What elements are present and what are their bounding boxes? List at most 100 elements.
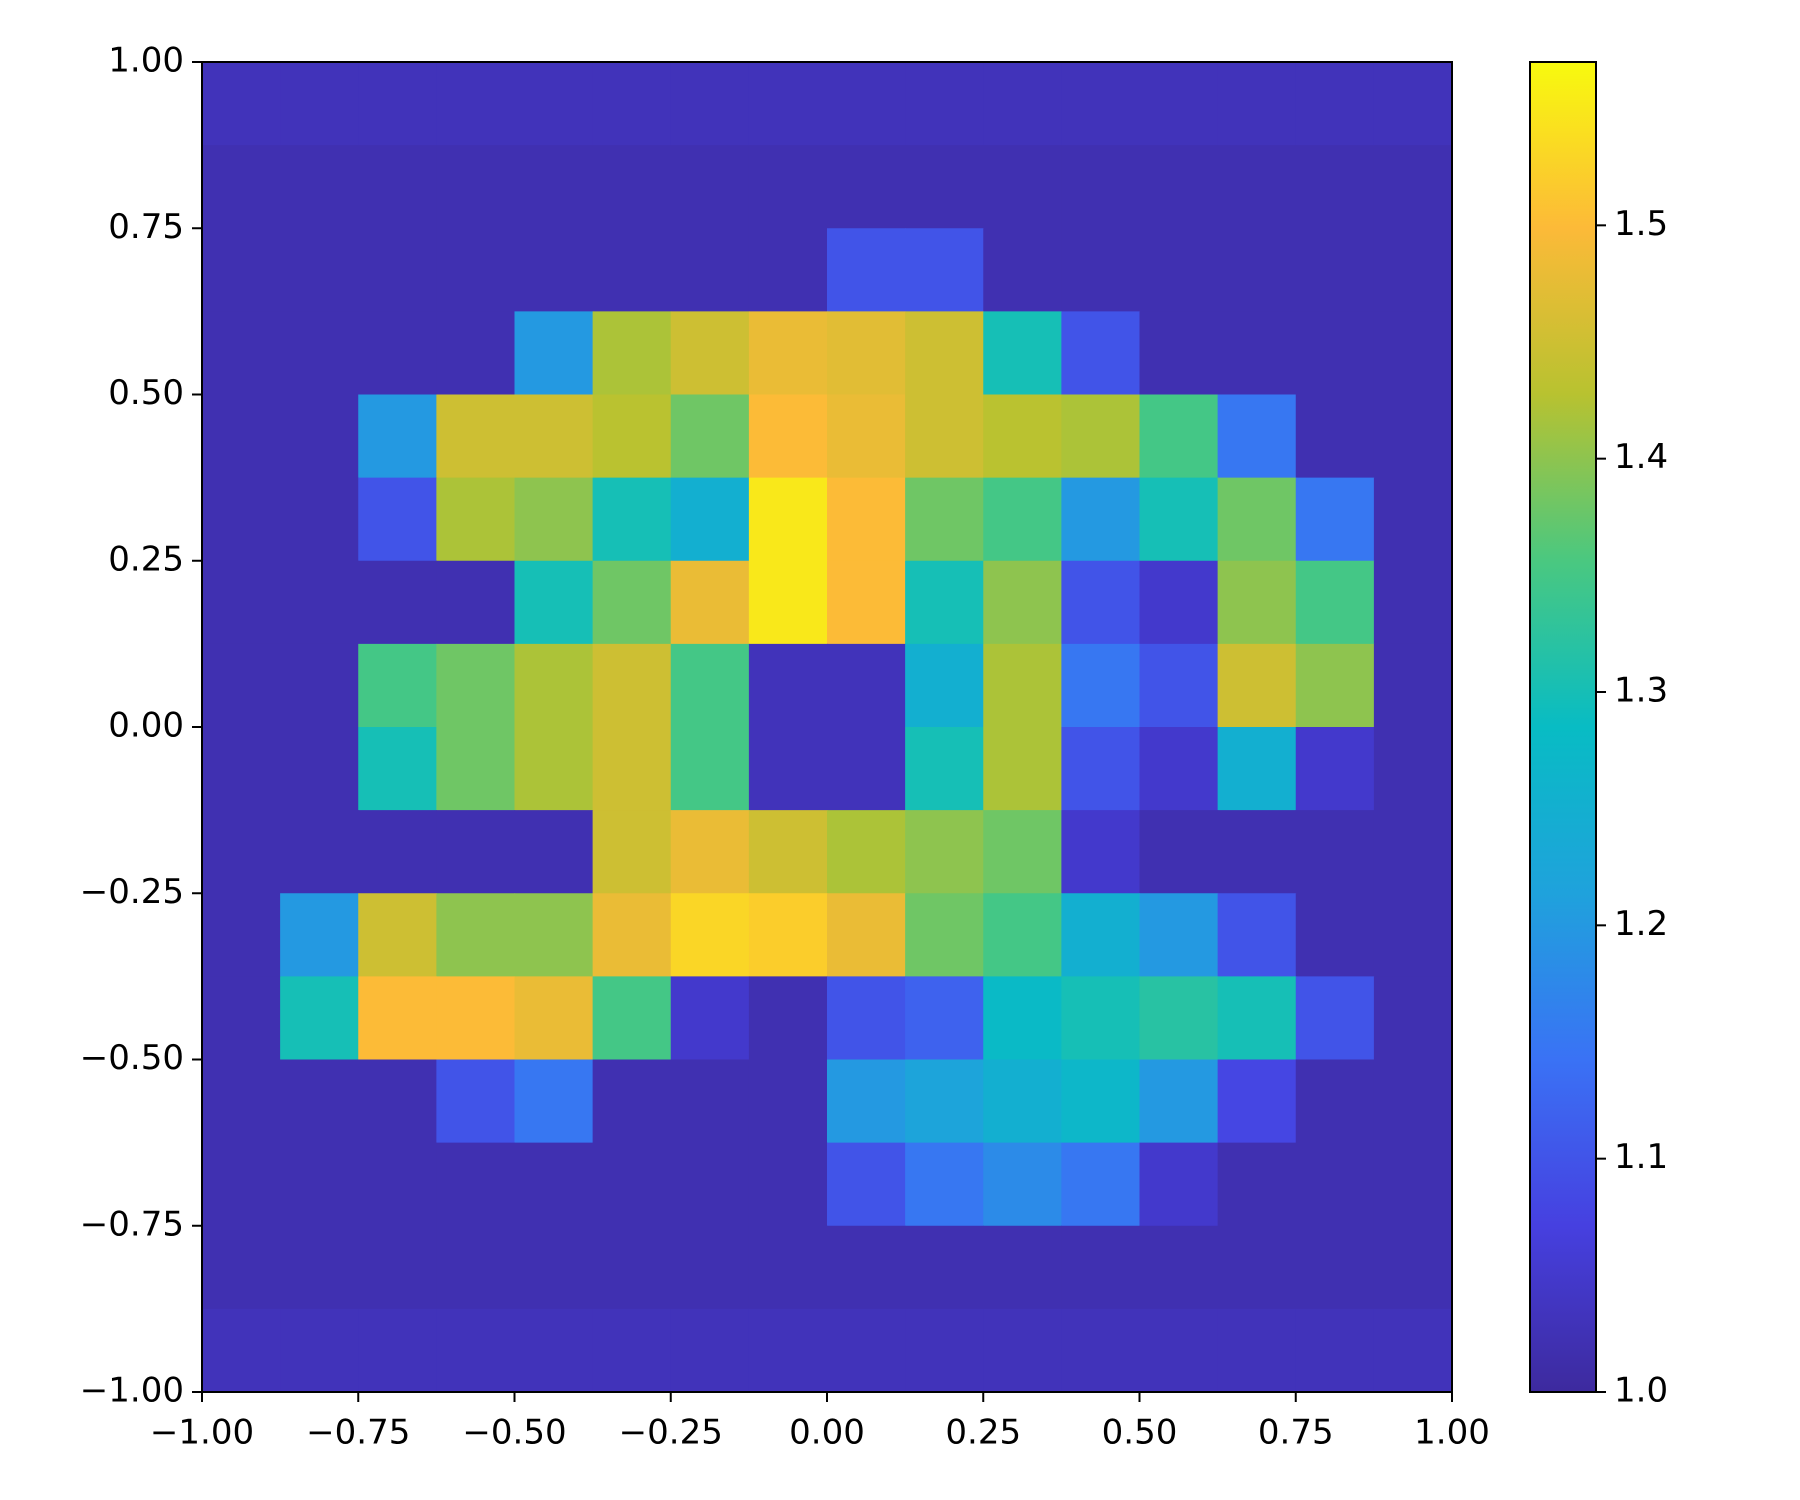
heatmap-cell: [1139, 477, 1219, 562]
y-tick-label: 0.75: [108, 207, 184, 247]
heatmap-cell: [983, 1225, 1062, 1310]
heatmap-cell: [592, 62, 672, 146]
heatmap-cell: [202, 643, 281, 728]
heatmap-cell: [748, 976, 828, 1061]
heatmap-cell: [1061, 228, 1141, 312]
heatmap-cell: [280, 1225, 359, 1310]
heatmap-cell: [670, 1059, 750, 1144]
heatmap-cell: [358, 810, 437, 894]
heatmap-cell: [280, 810, 359, 894]
heatmap-cell: [592, 1142, 672, 1227]
heatmap-cell: [1295, 976, 1375, 1061]
heatmap-cell: [827, 228, 906, 312]
heatmap-cell: [827, 976, 906, 1061]
heatmap-cell: [514, 394, 594, 479]
heatmap-cell: [1061, 976, 1141, 1061]
heatmap-cell: [748, 643, 828, 728]
heatmap-cell: [358, 1308, 437, 1393]
x-tick-label: −0.50: [462, 1413, 566, 1453]
heatmap-cell: [1295, 810, 1375, 894]
heatmap-cell: [280, 145, 359, 229]
heatmap-cell: [202, 1142, 281, 1227]
heatmap-cell: [748, 727, 828, 811]
heatmap-cell: [1295, 1225, 1375, 1310]
heatmap-cell: [983, 228, 1062, 312]
heatmap-cell: [514, 62, 594, 146]
heatmap-cell: [1295, 1308, 1375, 1393]
heatmap-cell: [1061, 311, 1141, 396]
heatmap-cell: [280, 477, 359, 562]
heatmap-cell: [1139, 145, 1219, 229]
heatmap-cell: [436, 1225, 516, 1310]
heatmap-cell: [436, 810, 516, 894]
heatmap-cell: [748, 1225, 828, 1310]
heatmap-cell: [748, 62, 828, 146]
heatmap-cell: [905, 727, 984, 811]
heatmap-cell: [202, 228, 281, 312]
heatmap-cell: [358, 228, 437, 312]
heatmap-cell: [1217, 1225, 1297, 1310]
heatmap-cell: [514, 893, 594, 977]
heatmap-cell: [592, 145, 672, 229]
heatmap-cell: [905, 1225, 984, 1310]
heatmap-cell: [748, 1142, 828, 1227]
y-tick-label: 0.25: [108, 539, 184, 579]
heatmap-cell: [280, 727, 359, 811]
x-tick-label: 0.50: [1102, 1413, 1178, 1453]
heatmap-cell: [670, 1142, 750, 1227]
heatmap-cell: [358, 1225, 437, 1310]
heatmap-cell: [905, 477, 984, 562]
heatmap-cell: [202, 394, 281, 479]
heatmap-cell: [280, 1308, 359, 1393]
heatmap-cell: [514, 1059, 594, 1144]
heatmap-cell: [827, 727, 906, 811]
heatmap-cell: [1061, 1142, 1141, 1227]
heatmap-cell: [827, 643, 906, 728]
heatmap-cell: [202, 727, 281, 811]
heatmap-cell: [983, 1308, 1062, 1393]
x-tick-label: 0.25: [945, 1413, 1021, 1453]
heatmap-cell: [827, 145, 906, 229]
heatmap-cell: [436, 1142, 516, 1227]
y-tick-label: 0.50: [108, 373, 184, 413]
heatmap-cell: [1139, 394, 1219, 479]
heatmap-cell: [983, 145, 1062, 229]
heatmap-cell: [748, 145, 828, 229]
colorbar: [1529, 61, 1597, 1393]
heatmap-cell: [436, 1308, 516, 1393]
heatmap-cell: [983, 810, 1062, 894]
colorbar-tick-label: 1.0: [1614, 1371, 1668, 1411]
heatmap-cell: [1373, 1059, 1453, 1144]
heatmap-cell: [358, 62, 437, 146]
heatmap-cell: [358, 893, 437, 977]
heatmap-cell: [1217, 893, 1297, 977]
heatmap-cell: [905, 1308, 984, 1393]
heatmap-cell: [827, 311, 906, 396]
heatmap-cell: [592, 560, 672, 645]
heatmap-cell: [1373, 1308, 1453, 1393]
heatmap-cell: [670, 893, 750, 977]
heatmap-cell: [1061, 727, 1141, 811]
heatmap-cell: [1061, 893, 1141, 977]
heatmap-cell: [905, 228, 984, 312]
y-tick-label: −0.25: [80, 872, 184, 912]
heatmap-cell: [1295, 643, 1375, 728]
heatmap-cell: [280, 311, 359, 396]
heatmap-cell: [905, 62, 984, 146]
heatmap-cell: [905, 1142, 984, 1227]
heatmap-cell: [827, 1142, 906, 1227]
heatmap-cell: [1139, 1308, 1219, 1393]
heatmap-cell: [748, 311, 828, 396]
heatmap-cell: [827, 560, 906, 645]
heatmap-cell: [1295, 62, 1375, 146]
heatmap-cell: [748, 228, 828, 312]
heatmap-cell: [1373, 727, 1453, 811]
heatmap-cell: [358, 311, 437, 396]
heatmap-cell: [983, 643, 1062, 728]
heatmap-cell: [827, 1308, 906, 1393]
heatmap-cell: [358, 976, 437, 1061]
heatmap-cell: [905, 311, 984, 396]
heatmap-cell: [1217, 145, 1297, 229]
heatmap-cell: [514, 311, 594, 396]
heatmap-cell: [748, 1308, 828, 1393]
